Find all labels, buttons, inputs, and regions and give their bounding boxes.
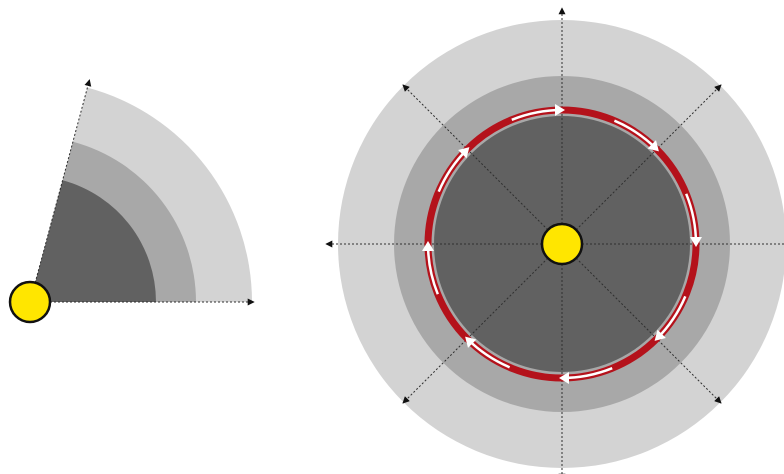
radial-axis: [561, 243, 722, 404]
orbit-arrowhead: [559, 372, 569, 384]
orbit-ring: [422, 104, 702, 384]
sector-inner-zone: [30, 180, 156, 302]
orbit-arrowhead: [690, 237, 702, 247]
disc-diagram: [325, 7, 784, 474]
sector-diagram: [8, 79, 255, 324]
orbit-arrowhead: [647, 140, 659, 152]
orbit-arrowhead: [465, 336, 477, 348]
radial-axis: [402, 84, 563, 245]
orbit-arrowhead: [654, 329, 666, 341]
disc-sun-icon: [540, 222, 584, 266]
orbit-arrowhead: [422, 241, 434, 251]
orbit-arrowhead: [458, 147, 470, 159]
radial-axis: [402, 243, 563, 404]
sector-sun-icon: [8, 280, 52, 324]
radial-axis: [561, 84, 722, 245]
disc-radial-axes: [325, 7, 784, 474]
orbit-arrowhead: [555, 104, 565, 116]
